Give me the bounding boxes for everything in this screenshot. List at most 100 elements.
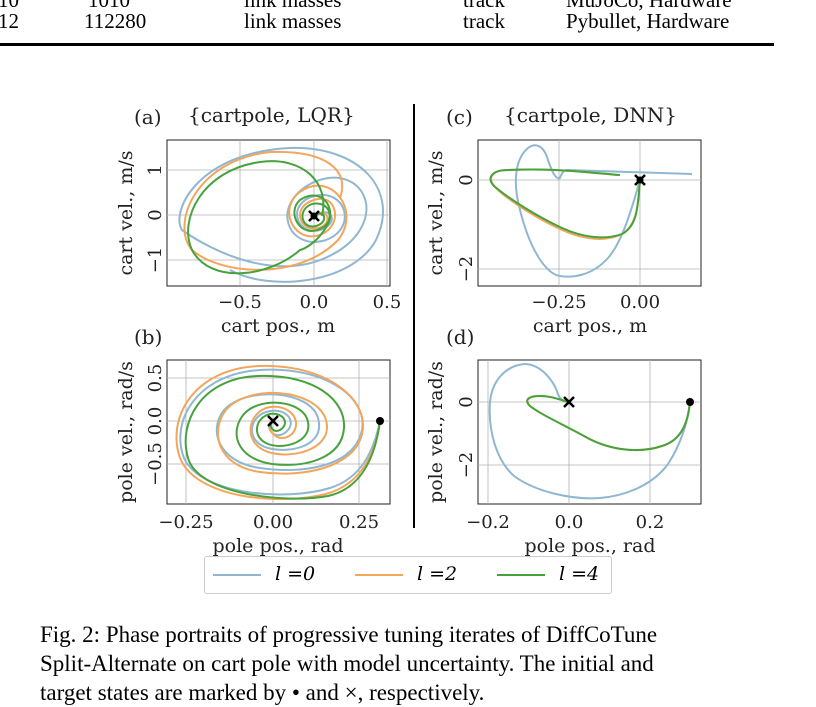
- x-tick-labels: −0.5 0.0 0.5: [218, 292, 401, 313]
- markers: [563, 396, 694, 408]
- target-marker: [308, 210, 320, 222]
- table-cell: link masses: [244, 9, 342, 33]
- y-axis-label: cart vel., m/s: [115, 150, 137, 275]
- plot-frame: [166, 359, 391, 505]
- x-tick-label: −0.25: [531, 292, 586, 313]
- x-tick-label: 0.00: [253, 512, 293, 533]
- panel-c-title: {cartpole, DNN}: [504, 103, 677, 127]
- series-l4-path: [187, 160, 332, 275]
- y-tick-label: 1: [145, 164, 166, 175]
- x-tick-label: −0.25: [158, 512, 213, 533]
- table-cell: 1010: [88, 0, 130, 12]
- series-l0-path: [488, 362, 691, 500]
- legend-swatch: [213, 574, 261, 576]
- trajectories: [488, 362, 691, 500]
- table-cell: 12: [0, 9, 19, 33]
- x-tick-label: 0.5: [373, 292, 402, 313]
- target-marker: [267, 415, 279, 427]
- y-tick-labels: 0.5 0.0 −0.5: [145, 364, 166, 486]
- x-tick-label: −0.2: [466, 512, 510, 533]
- y-tick-label: −0.5: [145, 442, 166, 486]
- panel-b-tag: (b): [134, 325, 162, 349]
- table-cell: 112280: [84, 9, 147, 33]
- y-tick-label: 0: [456, 174, 477, 185]
- initial-marker: [686, 398, 694, 406]
- series-l4-path: [489, 168, 641, 239]
- x-axis-label: cart pos., m: [533, 315, 647, 337]
- legend-label: l =2: [417, 563, 458, 585]
- x-tick-label: 0.0: [300, 292, 329, 313]
- y-tick-label: −2: [456, 256, 477, 283]
- series-l2-path: [526, 394, 691, 452]
- column-divider: [413, 104, 415, 528]
- table-cell: link masses: [244, 0, 342, 12]
- series-l0-path: [178, 146, 384, 283]
- panel-c-svg: (c) {cartpole, DNN} 0 −2 −0.25 0.00 cart…: [425, 103, 702, 337]
- target-marker: [563, 396, 575, 408]
- y-tick-labels: 0 −2: [456, 396, 477, 478]
- y-tick-label: −1: [145, 247, 166, 274]
- x-tick-labels: −0.25 0.00: [531, 292, 660, 313]
- series-l0-path: [514, 144, 693, 278]
- panel-a: (a) {cartpole, LQR} 1 0 −1 −0.5 0.0 0.5 …: [100, 100, 410, 340]
- y-axis-label: cart vel., m/s: [425, 150, 447, 275]
- y-axis-label: pole vel., rad/s: [115, 361, 137, 503]
- x-axis-label: pole pos., rad: [524, 535, 655, 557]
- panel-a-tag: (a): [134, 105, 162, 129]
- series-l0-path: [179, 368, 381, 496]
- series-l4-path: [526, 394, 691, 452]
- panel-b-svg: (b) 0.5 0.0 −0.5 −0.25 0.00 0.25 pole po…: [115, 325, 391, 557]
- series-l4-path: [184, 374, 381, 500]
- panel-c-tag: (c): [446, 105, 473, 129]
- x-tick-label: 0.0: [555, 512, 584, 533]
- figure-caption: Fig. 2: Phase portraits of progressive t…: [40, 620, 780, 707]
- markers: [267, 415, 384, 427]
- panel-a-svg: (a) {cartpole, LQR} 1 0 −1 −0.5 0.0 0.5 …: [115, 103, 401, 337]
- table-cell: Pybullet, Hardware: [566, 9, 730, 33]
- panel-d-svg: (d) 0 −2 −0.2 0.0 0.2 pole pos., rad pol…: [425, 325, 702, 557]
- x-tick-label: 0.00: [620, 292, 660, 313]
- legend-swatch: [355, 574, 403, 576]
- x-tick-labels: −0.2 0.0 0.2: [466, 512, 664, 533]
- panel-c: (c) {cartpole, DNN} 0 −2 −0.25 0.00 cart…: [412, 100, 722, 340]
- y-tick-label: 0: [145, 209, 166, 220]
- legend-label: l =0: [275, 563, 316, 585]
- markers: [308, 210, 320, 222]
- panel-d-tag: (d): [446, 325, 474, 349]
- table-row: 12 112280 link masses track Pybullet, Ha…: [0, 9, 780, 33]
- grid: [478, 140, 701, 286]
- legend-label: l =4: [559, 563, 600, 585]
- plot-frame: [166, 139, 391, 287]
- series-l2-path: [183, 150, 348, 271]
- table-bottom-rule: [0, 43, 774, 46]
- plot-frame: [477, 139, 702, 287]
- series-l2-path: [175, 364, 381, 501]
- panel-d: (d) 0 −2 −0.2 0.0 0.2 pole pos., rad pol…: [412, 318, 722, 558]
- table-cell: 10: [0, 0, 19, 12]
- trajectories: [489, 144, 693, 278]
- x-tick-label: 0.2: [636, 512, 665, 533]
- y-tick-labels: 1 0 −1: [145, 164, 166, 273]
- grid: [478, 360, 701, 504]
- table-row: 10 1010 link masses track MuJoCo, Hardwa…: [0, 0, 780, 12]
- y-tick-label: −2: [456, 452, 477, 479]
- y-tick-label: 0: [456, 396, 477, 407]
- table-cell: track: [463, 9, 505, 33]
- y-tick-labels: 0 −2: [456, 174, 477, 282]
- figure-legend: l =0 l =2 l =4: [204, 556, 612, 594]
- y-axis-label: pole vel., rad/s: [425, 361, 447, 503]
- trajectories: [175, 364, 381, 501]
- x-axis-label: pole pos., rad: [212, 535, 343, 557]
- caption-line: target states are marked by • and ×, res…: [40, 680, 485, 705]
- caption-line: Split-Alternate on cart pole with model …: [40, 651, 654, 676]
- grid: [167, 360, 390, 504]
- x-tick-label: 0.25: [339, 512, 379, 533]
- x-tick-label: −0.5: [218, 292, 262, 313]
- table-cell: track: [463, 0, 505, 12]
- target-marker: [634, 174, 646, 186]
- panel-b: (b) 0.5 0.0 −0.5 −0.25 0.00 0.25 pole po…: [100, 318, 410, 558]
- legend-swatch: [497, 574, 545, 576]
- y-tick-label: 0.5: [145, 364, 166, 393]
- trajectories: [178, 146, 384, 283]
- initial-marker: [376, 417, 384, 425]
